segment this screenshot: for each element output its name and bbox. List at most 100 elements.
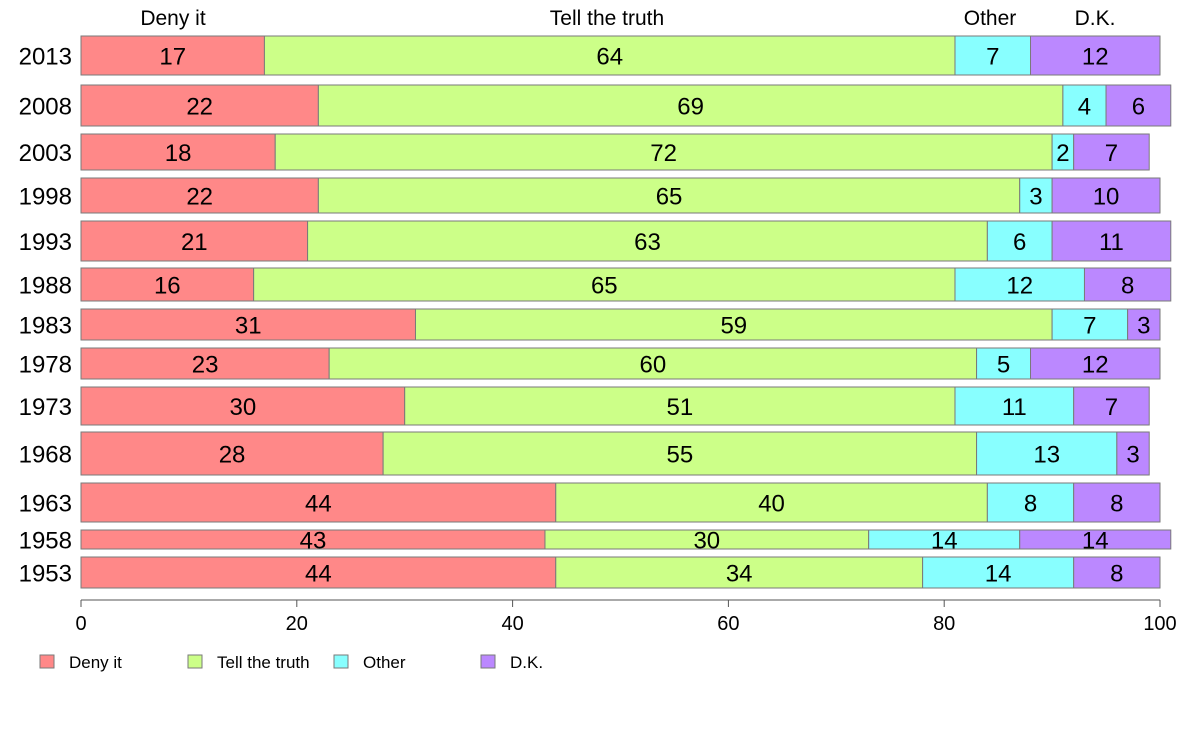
bar-segment — [1073, 386, 1150, 426]
legend-swatch — [39, 654, 55, 669]
year-label: 2013 — [19, 44, 72, 71]
legend-swatch — [333, 654, 349, 669]
year-label: 1988 — [19, 273, 72, 300]
data-label: 3 — [1137, 313, 1150, 340]
data-label: 6 — [1132, 94, 1145, 121]
bar-segment — [317, 177, 1021, 214]
x-tick-label: 60 — [717, 613, 739, 635]
data-label: 12 — [1082, 352, 1109, 379]
bar-segment — [253, 267, 956, 302]
bar-segment — [1019, 177, 1053, 214]
data-label: 8 — [1024, 491, 1037, 518]
x-tick-label: 0 — [75, 613, 86, 635]
year-label: 1953 — [19, 561, 72, 588]
data-label: 55 — [666, 442, 693, 469]
bar-segment — [80, 431, 384, 476]
bar-segment — [263, 35, 956, 76]
bar-segment — [1083, 267, 1172, 302]
data-label: 8 — [1110, 491, 1123, 518]
legend-label: D.K. — [510, 653, 543, 672]
legend-swatch — [480, 654, 496, 669]
bar-segment — [1051, 220, 1172, 262]
data-label: 22 — [186, 184, 213, 211]
data-label: 8 — [1121, 273, 1134, 300]
bar-segment — [954, 35, 1032, 76]
bar-segment — [317, 84, 1064, 127]
column-header: Tell the truth — [550, 7, 664, 30]
bar-segment — [80, 177, 319, 214]
y-axis-labels: 2013 2008 2003 1998 1993 1988 1983 1978 1973 1968… — [19, 44, 72, 588]
data-label: 21 — [181, 229, 208, 256]
bar-segment — [976, 347, 1032, 380]
data-label: 7 — [1083, 313, 1096, 340]
x-tick-label: 20 — [286, 613, 308, 635]
data-label: 5 — [997, 352, 1010, 379]
x-tick-label: 80 — [933, 613, 955, 635]
year-label: 1998 — [19, 184, 72, 211]
year-label: 1973 — [19, 394, 72, 421]
bar-segment — [1030, 35, 1161, 76]
data-label: 11 — [1002, 394, 1027, 421]
year-label: 2008 — [19, 94, 72, 121]
year-label: 1963 — [19, 491, 72, 518]
year-label: 1983 — [19, 313, 72, 340]
data-label: 23 — [192, 352, 219, 379]
legend-label: Other — [363, 653, 406, 672]
data-label: 72 — [650, 140, 677, 167]
data-label: 65 — [591, 273, 618, 300]
data-label: 7 — [986, 44, 999, 71]
legend-label: Deny it — [69, 653, 122, 672]
year-label: 2003 — [19, 140, 72, 167]
bar-segment — [555, 482, 988, 523]
column-header: D.K. — [1075, 7, 1116, 30]
data-label: 13 — [1033, 442, 1060, 469]
data-label: 14 — [1082, 528, 1109, 555]
x-tick-label: 100 — [1143, 613, 1176, 635]
year-label: 1993 — [19, 229, 72, 256]
data-label: 43 — [300, 528, 327, 555]
data-label: 7 — [1105, 394, 1118, 421]
data-label: 69 — [677, 94, 704, 121]
data-label: 10 — [1093, 184, 1120, 211]
data-label: 8 — [1110, 561, 1123, 588]
data-label: 30 — [693, 528, 720, 555]
data-label: 11 — [1099, 229, 1124, 256]
bar-segment — [1019, 529, 1172, 550]
data-label: 12 — [1082, 44, 1109, 71]
bar-segment — [80, 133, 276, 171]
column-header: Other — [964, 7, 1017, 30]
data-label: 44 — [305, 561, 332, 588]
data-label: 34 — [726, 561, 753, 588]
data-label: 65 — [656, 184, 683, 211]
bar-segment — [1062, 84, 1107, 127]
bar-segment — [1030, 347, 1161, 380]
bar-segment — [80, 220, 309, 262]
data-label: 6 — [1013, 229, 1026, 256]
bar-segment — [1127, 308, 1161, 341]
data-label: 40 — [758, 491, 785, 518]
data-label: 17 — [159, 44, 186, 71]
bar-segment — [1051, 308, 1129, 341]
legend-label: Tell the truth — [217, 653, 310, 672]
bar-segment — [1073, 133, 1150, 171]
data-label: 12 — [1006, 273, 1033, 300]
bar-segment — [1116, 431, 1150, 476]
bar-segment — [954, 267, 1085, 302]
data-label: 4 — [1078, 94, 1091, 121]
year-label: 1978 — [19, 352, 72, 379]
bar-segment — [80, 308, 416, 341]
bar-segment — [986, 220, 1053, 262]
data-label: 3 — [1029, 184, 1042, 211]
bar-segment — [414, 308, 1053, 341]
bar-segment — [555, 556, 924, 589]
x-axis: 0 20 40 60 80 100 — [75, 599, 1177, 635]
data-label: 60 — [640, 352, 667, 379]
data-label: 14 — [931, 528, 958, 555]
legend-swatch — [187, 654, 203, 669]
data-label: 28 — [219, 442, 246, 469]
bar-segment — [976, 431, 1118, 476]
bar-segment — [80, 84, 319, 127]
year-label: 1958 — [19, 528, 72, 555]
data-label: 59 — [720, 313, 747, 340]
